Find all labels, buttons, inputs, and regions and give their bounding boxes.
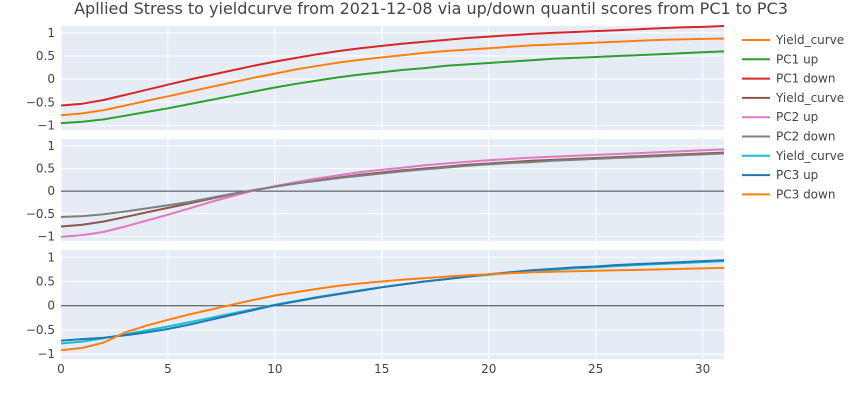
legend-item[interactable]: PC2 down [742, 130, 835, 144]
legend-item[interactable]: PC3 up [742, 168, 818, 182]
x-tick-label: 10 [267, 362, 282, 376]
panel-3: 1 0.5 0 −0.5 −1 [26, 250, 725, 361]
y-tick-label: 0 [47, 184, 55, 198]
x-tick-label: 15 [374, 362, 389, 376]
x-axis: 0 5 10 15 20 25 30 [57, 362, 710, 376]
legend-item[interactable]: PC2 up [742, 110, 818, 124]
x-tick-label: 20 [481, 362, 496, 376]
panel-2: 1 0.5 0 −0.5 −1 [26, 139, 725, 243]
legend-item[interactable]: Yield_curve [742, 91, 844, 105]
chart-title: Apllied Stress to yieldcurve from 2021-1… [74, 0, 788, 18]
series-line-pc1-up [60, 50, 725, 125]
legend-label: Yield_curve [775, 91, 844, 105]
x-tick-label: 25 [588, 362, 603, 376]
legend-label: PC2 up [776, 110, 818, 124]
y-tick-label: 0.5 [36, 161, 55, 175]
y-tick-label: 0 [47, 72, 55, 86]
series-line-pc3-down [60, 266, 725, 352]
y-tick-label: −0.5 [26, 95, 55, 109]
legend-label: PC1 up [776, 52, 818, 66]
y-tick-label: 0.5 [36, 274, 55, 288]
y-tick-label: 0.5 [36, 49, 55, 63]
panel-1: 1 0.5 0 −0.5 −1 [26, 25, 725, 132]
y-tick-label: 0 [47, 299, 55, 313]
legend[interactable]: Yield_curve PC1 up PC1 down Yield_curve PC2 … [742, 33, 844, 201]
y-tick-label: 1 [47, 26, 55, 40]
y-tick-label: −1 [37, 118, 55, 132]
legend-label: PC3 down [776, 187, 835, 201]
series-line-pc3-up [60, 259, 725, 342]
y-tick-label: 1 [47, 139, 55, 153]
legend-item[interactable]: Yield_curve [742, 149, 844, 163]
legend-item[interactable]: PC1 up [742, 52, 818, 66]
y-tick-label: −0.5 [26, 323, 55, 337]
series-line-pc1-down [60, 25, 725, 107]
series-line-yield-curve [60, 37, 725, 117]
y-tick-label: 1 [47, 250, 55, 264]
x-tick-label: 30 [695, 362, 710, 376]
series-line-pc2-down [60, 152, 725, 218]
legend-item[interactable]: PC3 down [742, 187, 835, 201]
x-tick-label: 5 [164, 362, 172, 376]
legend-item[interactable]: PC1 down [742, 72, 835, 86]
legend-label: PC3 up [776, 168, 818, 182]
panel-background [61, 250, 724, 359]
y-tick-label: −1 [37, 229, 55, 243]
legend-label: PC2 down [776, 130, 835, 144]
x-tick-label: 0 [57, 362, 65, 376]
legend-item[interactable]: Yield_curve [742, 33, 844, 47]
plot-panels: 1 0.5 0 −0.5 −1 1 0.5 0 −0.5 −1 1 0.5 0 −0.5 −1 [26, 25, 725, 361]
panel-background [61, 139, 724, 241]
panel-background [61, 26, 724, 130]
legend-label: Yield_curve [775, 33, 844, 47]
y-tick-label: −0.5 [26, 207, 55, 221]
series-line-pc2-up [60, 148, 725, 238]
legend-label: PC1 down [776, 72, 835, 86]
y-tick-label: −1 [37, 347, 55, 361]
legend-label: Yield_curve [775, 149, 844, 163]
